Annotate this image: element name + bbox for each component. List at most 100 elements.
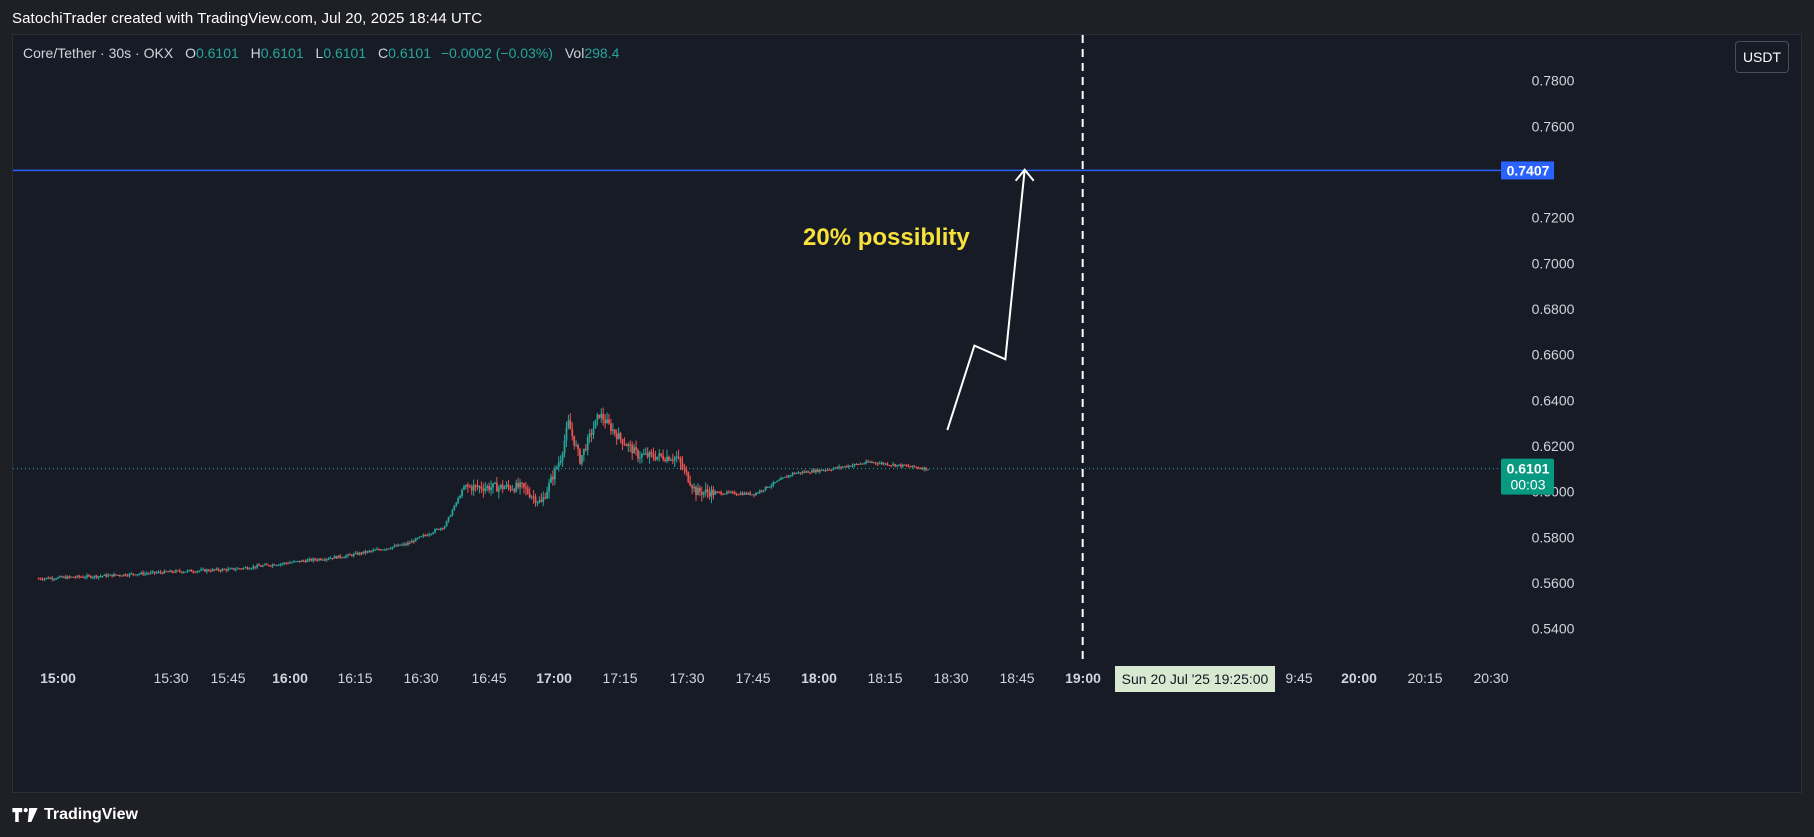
candle[interactable] (600, 408, 603, 423)
candle[interactable] (455, 501, 458, 508)
candle[interactable] (546, 486, 549, 500)
candle[interactable] (726, 490, 728, 495)
candle[interactable] (93, 575, 96, 580)
candle[interactable] (364, 549, 367, 555)
candle[interactable] (269, 565, 272, 568)
candle[interactable] (368, 549, 371, 553)
candle[interactable] (613, 429, 616, 437)
candle[interactable] (132, 573, 135, 577)
candle[interactable] (240, 568, 243, 570)
candle[interactable] (84, 575, 86, 580)
candle[interactable] (89, 575, 92, 579)
candle[interactable] (256, 563, 259, 570)
candle[interactable] (774, 482, 777, 484)
candle[interactable] (370, 550, 373, 553)
candle[interactable] (246, 566, 249, 570)
candle[interactable] (173, 570, 175, 574)
candle[interactable] (356, 551, 359, 556)
candle[interactable] (140, 571, 143, 575)
candle[interactable] (59, 575, 61, 578)
candle[interactable] (838, 464, 840, 470)
candle[interactable] (136, 574, 139, 577)
candle[interactable] (51, 575, 54, 582)
candle[interactable] (923, 466, 926, 472)
candle[interactable] (490, 480, 492, 496)
candle[interactable] (465, 484, 467, 490)
candle[interactable] (360, 551, 363, 556)
candle[interactable] (134, 574, 137, 576)
candle[interactable] (743, 491, 746, 496)
candle[interactable] (430, 533, 433, 536)
candle[interactable] (550, 473, 552, 484)
candle[interactable] (250, 567, 253, 570)
candle[interactable] (582, 448, 585, 462)
candle[interactable] (818, 468, 821, 474)
candle[interactable] (561, 451, 564, 468)
candle[interactable] (801, 470, 804, 475)
candle[interactable] (86, 573, 88, 580)
candle[interactable] (410, 538, 413, 543)
candle[interactable] (395, 544, 398, 547)
candle[interactable] (457, 496, 460, 505)
candle[interactable] (909, 465, 912, 468)
candle[interactable] (62, 575, 65, 579)
candle[interactable] (78, 574, 81, 579)
candle[interactable] (577, 443, 579, 457)
candle[interactable] (391, 546, 394, 550)
candle[interactable] (352, 552, 355, 558)
candle[interactable] (874, 462, 877, 466)
candle[interactable] (716, 490, 719, 494)
candle[interactable] (157, 570, 160, 574)
candle[interactable] (695, 485, 697, 501)
candle[interactable] (660, 452, 663, 458)
candle[interactable] (472, 479, 475, 496)
candle[interactable] (507, 479, 510, 491)
candle[interactable] (584, 443, 587, 452)
candle[interactable] (710, 485, 713, 504)
candle[interactable] (565, 421, 568, 448)
candle[interactable] (826, 467, 829, 472)
candle[interactable] (316, 558, 318, 562)
candle[interactable] (178, 568, 181, 573)
candle[interactable] (884, 463, 887, 466)
candle[interactable] (337, 555, 340, 559)
candle[interactable] (196, 570, 199, 574)
candle[interactable] (349, 552, 351, 556)
candle[interactable] (192, 570, 195, 574)
candle[interactable] (640, 452, 643, 464)
candle[interactable] (917, 466, 920, 470)
candle[interactable] (905, 463, 908, 468)
candle[interactable] (706, 484, 709, 499)
candle[interactable] (124, 573, 127, 577)
candle[interactable] (200, 567, 202, 572)
candle[interactable] (401, 543, 404, 546)
candle[interactable] (509, 484, 512, 493)
candle[interactable] (623, 437, 626, 446)
candle[interactable] (552, 470, 554, 486)
candle[interactable] (739, 491, 742, 496)
candle[interactable] (424, 533, 427, 537)
candle[interactable] (320, 557, 322, 561)
candle[interactable] (439, 527, 442, 532)
candle[interactable] (204, 568, 206, 572)
candle[interactable] (662, 449, 665, 462)
candle[interactable] (298, 560, 301, 563)
candle[interactable] (544, 492, 547, 500)
price-axis[interactable] (1501, 35, 1801, 792)
candle[interactable] (793, 472, 796, 475)
candle[interactable] (407, 540, 409, 547)
candle[interactable] (70, 576, 73, 578)
candle[interactable] (470, 484, 473, 496)
candle[interactable] (434, 528, 436, 534)
candle[interactable] (805, 470, 808, 474)
candle[interactable] (379, 548, 382, 551)
currency-button[interactable]: USDT (1735, 41, 1789, 73)
candle[interactable] (787, 474, 790, 479)
candle[interactable] (480, 481, 483, 493)
candle[interactable] (161, 571, 164, 575)
candle[interactable] (64, 574, 67, 580)
candle[interactable] (194, 570, 197, 573)
candle[interactable] (459, 494, 462, 499)
candle[interactable] (236, 567, 239, 570)
candle[interactable] (702, 491, 705, 499)
